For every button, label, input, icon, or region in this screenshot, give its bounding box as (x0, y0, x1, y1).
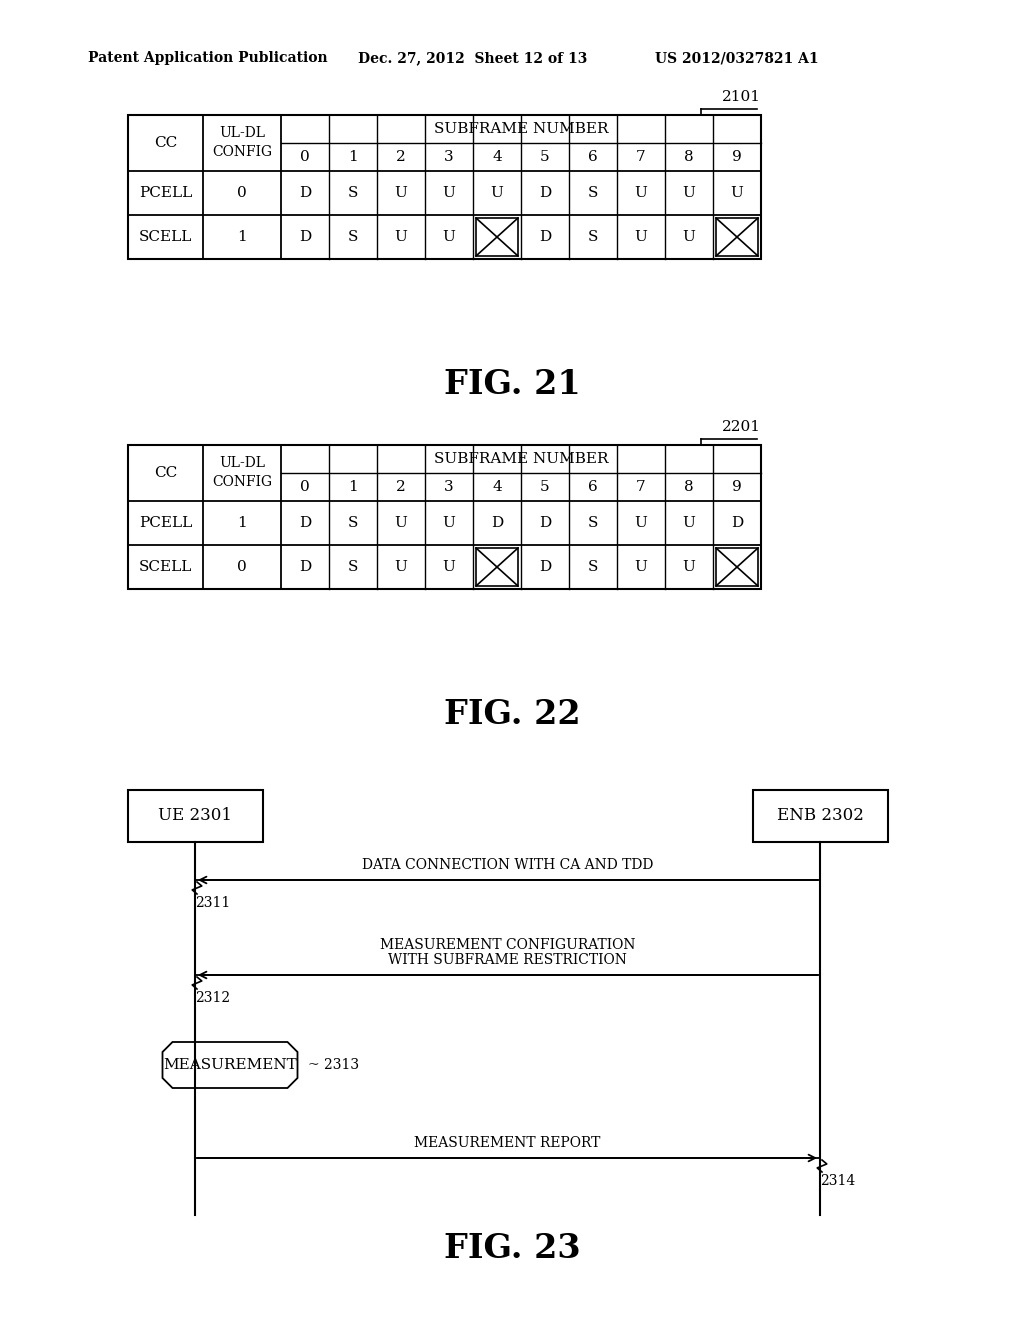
Text: CC: CC (154, 466, 177, 480)
Text: 6: 6 (588, 150, 598, 164)
Text: D: D (299, 560, 311, 574)
Bar (128, 789, 262, 842)
Text: U: U (442, 186, 456, 201)
Text: U: U (683, 516, 695, 531)
Text: PCELL: PCELL (139, 516, 193, 531)
Text: 9: 9 (732, 480, 741, 494)
Text: 7: 7 (636, 150, 646, 164)
Text: U: U (683, 560, 695, 574)
Text: 2314: 2314 (820, 1173, 855, 1188)
Text: FIG. 23: FIG. 23 (443, 1232, 581, 1265)
Text: D: D (539, 230, 551, 244)
Text: D: D (539, 560, 551, 574)
Text: U: U (635, 230, 647, 244)
Text: U: U (442, 230, 456, 244)
Text: S: S (588, 230, 598, 244)
Text: 9: 9 (732, 150, 741, 164)
Text: U: U (635, 186, 647, 201)
Text: U: U (683, 230, 695, 244)
Text: 2: 2 (396, 150, 406, 164)
Text: SUBFRAME NUMBER: SUBFRAME NUMBER (434, 121, 608, 136)
Bar (476, 218, 518, 256)
Text: 2312: 2312 (195, 991, 230, 1005)
Text: 1: 1 (348, 150, 357, 164)
Text: ENB 2302: ENB 2302 (776, 808, 863, 825)
Text: S: S (348, 186, 358, 201)
Text: S: S (348, 516, 358, 531)
Text: D: D (299, 230, 311, 244)
Text: 4: 4 (493, 150, 502, 164)
Text: 0: 0 (238, 560, 247, 574)
Text: U: U (635, 560, 647, 574)
Text: 0: 0 (300, 480, 310, 494)
Text: U: U (490, 186, 504, 201)
Text: 8: 8 (684, 150, 694, 164)
Text: U: U (730, 186, 743, 201)
Bar (716, 218, 758, 256)
Text: 3: 3 (444, 480, 454, 494)
Text: SCELL: SCELL (139, 230, 193, 244)
Text: PCELL: PCELL (139, 186, 193, 201)
Text: UL-DL: UL-DL (219, 457, 265, 470)
Text: 0: 0 (300, 150, 310, 164)
Text: 1: 1 (348, 480, 357, 494)
Text: FIG. 21: FIG. 21 (443, 368, 581, 401)
Text: MEASUREMENT: MEASUREMENT (163, 1059, 297, 1072)
Text: US 2012/0327821 A1: US 2012/0327821 A1 (655, 51, 818, 65)
Text: 8: 8 (684, 480, 694, 494)
Text: D: D (299, 186, 311, 201)
Text: MEASUREMENT CONFIGURATION: MEASUREMENT CONFIGURATION (380, 939, 635, 952)
Text: U: U (394, 186, 408, 201)
Text: 5: 5 (541, 150, 550, 164)
Text: CONFIG: CONFIG (212, 145, 272, 158)
Text: 1: 1 (238, 230, 247, 244)
Text: S: S (588, 560, 598, 574)
Text: UE 2301: UE 2301 (158, 808, 232, 825)
Text: 1: 1 (238, 516, 247, 531)
Text: Dec. 27, 2012  Sheet 12 of 13: Dec. 27, 2012 Sheet 12 of 13 (358, 51, 588, 65)
Text: D: D (299, 516, 311, 531)
Bar (128, 115, 761, 259)
Bar (716, 548, 758, 586)
Text: DATA CONNECTION WITH CA AND TDD: DATA CONNECTION WITH CA AND TDD (361, 858, 653, 873)
Text: 0: 0 (238, 186, 247, 201)
Text: 3: 3 (444, 150, 454, 164)
Text: U: U (394, 560, 408, 574)
Text: SCELL: SCELL (139, 560, 193, 574)
Text: U: U (442, 516, 456, 531)
Text: 2201: 2201 (722, 420, 761, 434)
Text: D: D (731, 516, 743, 531)
Text: U: U (635, 516, 647, 531)
Text: S: S (588, 516, 598, 531)
Text: 7: 7 (636, 480, 646, 494)
Text: D: D (539, 186, 551, 201)
Text: MEASUREMENT REPORT: MEASUREMENT REPORT (415, 1137, 601, 1150)
Text: WITH SUBFRAME RESTRICTION: WITH SUBFRAME RESTRICTION (388, 953, 627, 968)
Text: 5: 5 (541, 480, 550, 494)
Text: U: U (394, 230, 408, 244)
Text: D: D (539, 516, 551, 531)
Text: FIG. 22: FIG. 22 (443, 698, 581, 731)
Text: S: S (588, 186, 598, 201)
Text: CC: CC (154, 136, 177, 150)
Text: Patent Application Publication: Patent Application Publication (88, 51, 328, 65)
Text: ~ 2313: ~ 2313 (307, 1059, 358, 1072)
Text: CONFIG: CONFIG (212, 475, 272, 488)
Text: S: S (348, 230, 358, 244)
Text: 2311: 2311 (195, 896, 230, 909)
Text: UL-DL: UL-DL (219, 127, 265, 140)
Text: SUBFRAME NUMBER: SUBFRAME NUMBER (434, 451, 608, 466)
Text: S: S (348, 560, 358, 574)
Bar (476, 548, 518, 586)
Text: 4: 4 (493, 480, 502, 494)
Text: D: D (490, 516, 503, 531)
Text: U: U (394, 516, 408, 531)
Bar (128, 445, 761, 589)
Text: U: U (683, 186, 695, 201)
Text: 2101: 2101 (722, 90, 761, 104)
Bar (753, 789, 888, 842)
Text: U: U (442, 560, 456, 574)
Text: 2: 2 (396, 480, 406, 494)
Text: 6: 6 (588, 480, 598, 494)
